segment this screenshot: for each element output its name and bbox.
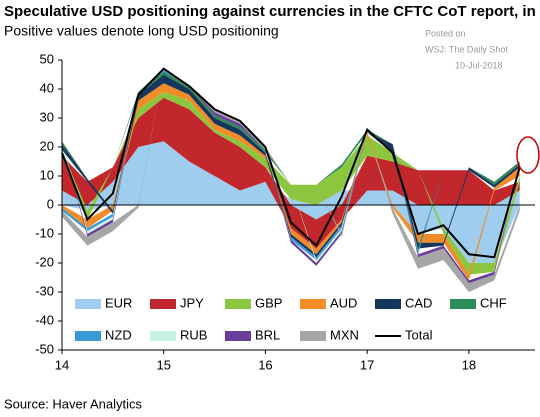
legend-swatch bbox=[150, 299, 176, 309]
area bbox=[62, 68, 520, 284]
legend-swatch bbox=[450, 299, 476, 309]
legend-label: MXN bbox=[330, 327, 359, 342]
plot-area: -50 -40 -30 -20 -10 0 10 20 30 40 50 14 15 16 17 18 EUR J… bbox=[35, 51, 535, 372]
area bbox=[62, 83, 520, 281]
legend-label: CAD bbox=[405, 295, 432, 310]
legend-label: JPY bbox=[180, 295, 204, 310]
source: Source: Haver Analytics bbox=[4, 396, 143, 411]
legend-label: GBP bbox=[255, 295, 282, 310]
y-tick-label: 20 bbox=[40, 138, 54, 153]
legend-swatch bbox=[375, 299, 401, 309]
x-tick-label: 17 bbox=[360, 357, 374, 372]
legend-label: RUB bbox=[180, 327, 207, 342]
x-tick-label: 16 bbox=[258, 357, 272, 372]
chart-title: Speculative USD positioning against curr… bbox=[4, 3, 540, 20]
chart-subtitle: Positive values denote long USD position… bbox=[4, 23, 279, 39]
area bbox=[62, 141, 520, 263]
x-tick-label: 18 bbox=[462, 357, 476, 372]
highlight-ellipse bbox=[516, 136, 540, 174]
y-tick-label: 40 bbox=[40, 80, 54, 95]
area bbox=[62, 68, 520, 292]
legend-swatch bbox=[150, 331, 176, 341]
area bbox=[62, 97, 520, 249]
watermark: 10-Jul-2018 bbox=[455, 60, 503, 70]
y-tick-label: -50 bbox=[35, 341, 54, 356]
y-tick-label: -20 bbox=[35, 254, 54, 269]
watermark: Posted on bbox=[425, 28, 466, 38]
legend-swatch bbox=[300, 299, 326, 309]
legend-swatch bbox=[225, 331, 251, 341]
legend-label: BRL bbox=[255, 327, 280, 342]
watermark: WSJ: The Daily Shot bbox=[425, 44, 508, 54]
legend-label: Total bbox=[405, 327, 433, 342]
y-tick-label: 30 bbox=[40, 109, 54, 124]
legend-swatch bbox=[75, 331, 101, 341]
total-line bbox=[61, 67, 521, 259]
x-tick-label: 15 bbox=[156, 357, 170, 372]
legend-label: EUR bbox=[105, 295, 132, 310]
y-tick-label: 50 bbox=[40, 51, 54, 66]
x-tick-label: 14 bbox=[55, 357, 69, 372]
y-tick-label: 0 bbox=[47, 196, 54, 211]
legend-swatch bbox=[225, 299, 251, 309]
y-tick-label: -30 bbox=[35, 283, 54, 298]
legend-swatch bbox=[75, 299, 101, 309]
legend-label: NZD bbox=[105, 327, 132, 342]
legend-swatch bbox=[300, 331, 326, 341]
legend-label: AUD bbox=[330, 295, 357, 310]
legend-label: CHF bbox=[480, 295, 507, 310]
y-tick-label: -10 bbox=[35, 225, 54, 240]
y-tick-label: 10 bbox=[40, 167, 54, 182]
y-tick-label: -40 bbox=[35, 312, 54, 327]
